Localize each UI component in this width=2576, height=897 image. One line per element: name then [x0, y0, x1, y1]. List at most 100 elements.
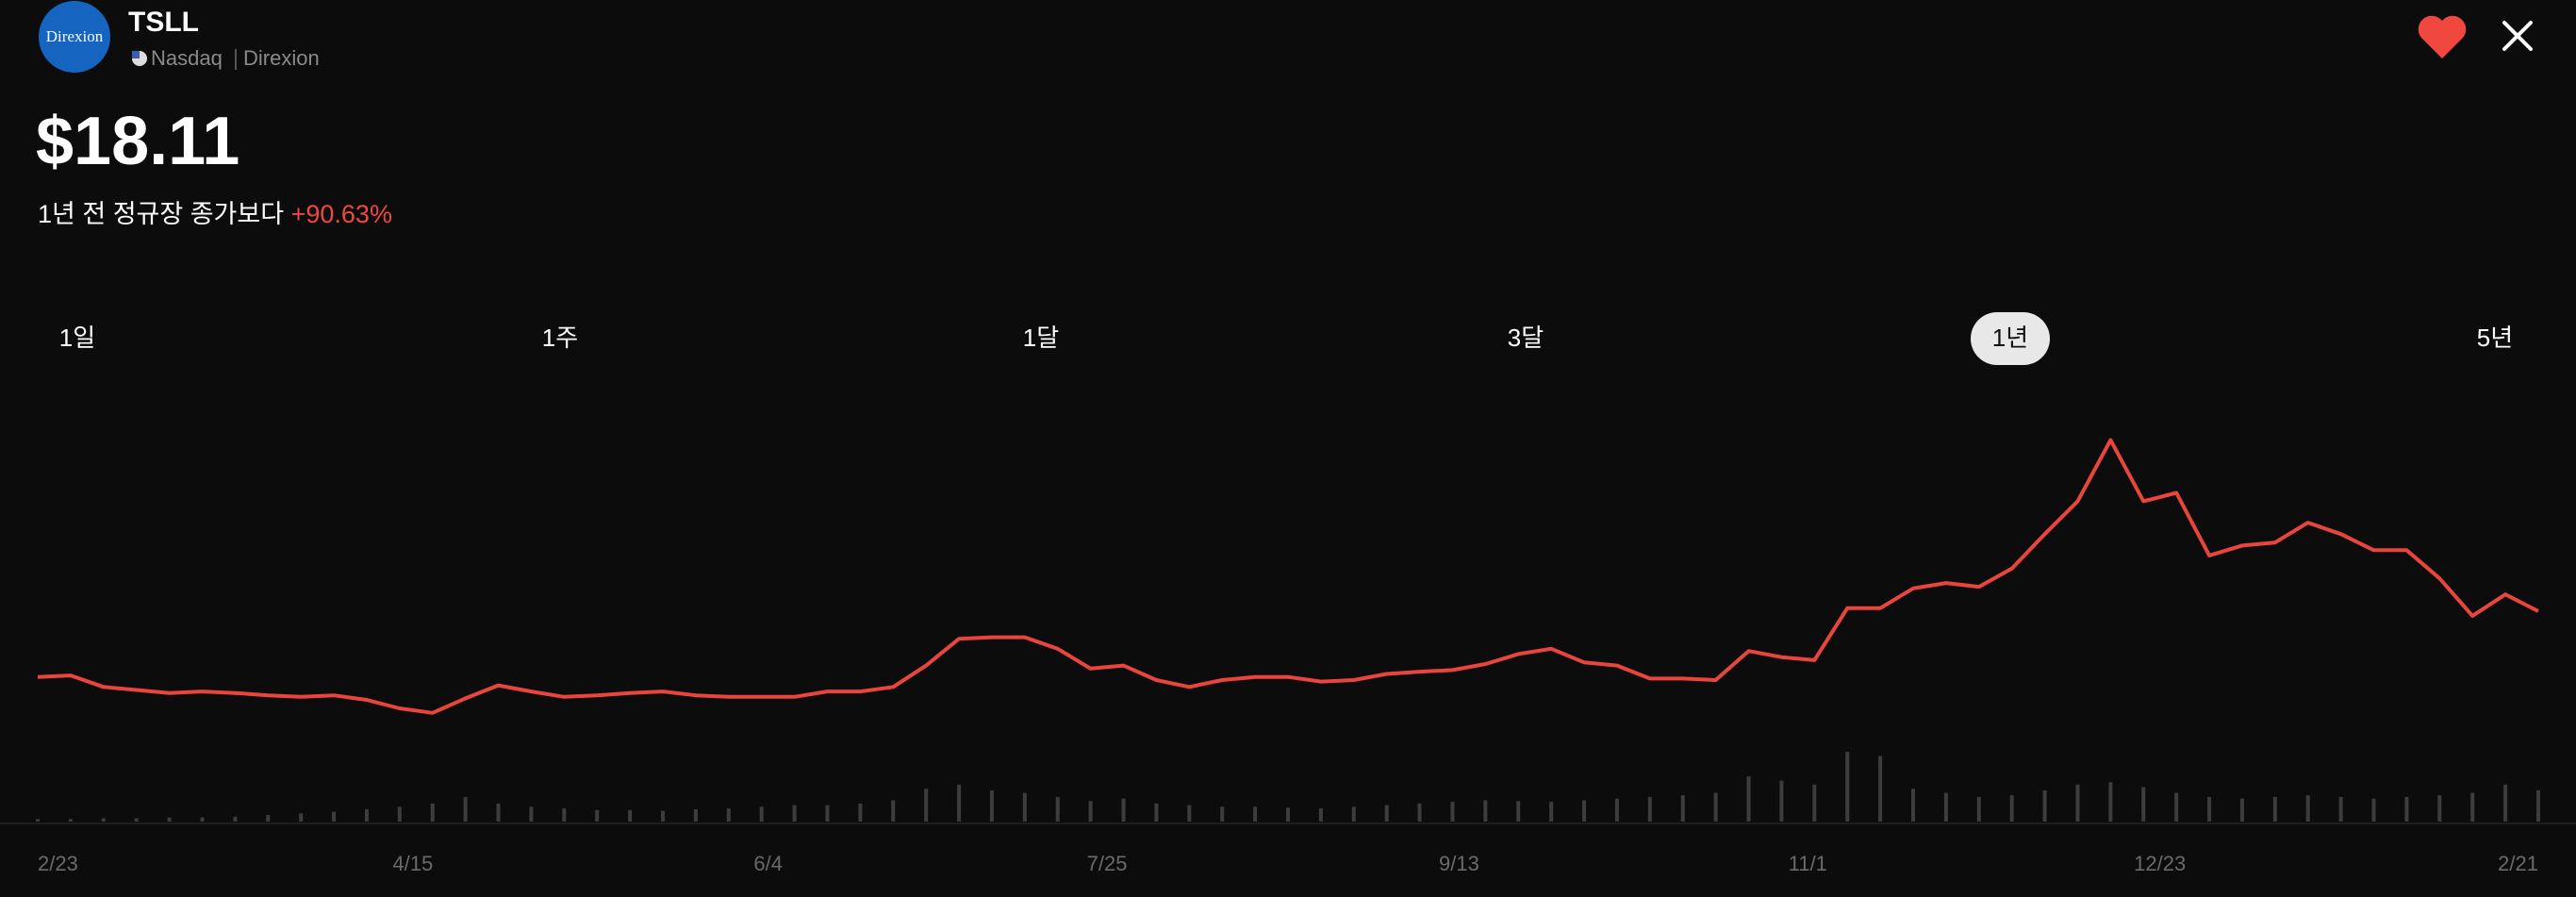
volume-bar — [1187, 805, 1192, 822]
volume-bar — [2338, 796, 2343, 822]
volume-bar — [661, 810, 665, 822]
volume-bar — [2305, 795, 2310, 822]
volume-bar — [2536, 789, 2540, 822]
volume-bar — [2141, 787, 2146, 822]
period-button[interactable]: 1달 — [1023, 324, 1059, 352]
period-button[interactable]: 1년 — [1992, 324, 2028, 352]
period-button[interactable]: 5년 — [2477, 324, 2513, 352]
volume-bar — [2503, 784, 2508, 822]
volume-bar — [463, 796, 468, 822]
volume-bar — [1713, 792, 1718, 822]
volume-bar — [1582, 800, 1587, 822]
volume-bar — [2272, 796, 2277, 822]
volume-bar — [1417, 803, 1422, 822]
volume-bar — [266, 815, 271, 822]
volume-bar — [1516, 801, 1521, 822]
volume-bar — [858, 803, 863, 822]
volume-bar — [1121, 798, 1126, 822]
volume-bar — [1220, 806, 1225, 822]
volume-bar — [1483, 800, 1488, 822]
volume-bar — [1253, 806, 1258, 822]
x-tick-label: 7/25 — [1087, 852, 1128, 875]
flag-canton — [132, 51, 140, 58]
change-text: 1년 전 정규장 종가보다 — [38, 200, 284, 228]
price-line — [37, 438, 2539, 715]
volume-bar — [2371, 798, 2376, 822]
period-button[interactable]: 1주 — [542, 324, 578, 352]
x-tick-label: 6/4 — [753, 852, 783, 875]
volume-bar — [1549, 802, 1554, 822]
volume-bar — [562, 808, 567, 822]
volume-bar — [101, 818, 106, 822]
volume-bar — [496, 803, 501, 822]
period-button[interactable]: 3달 — [1508, 324, 1544, 352]
volume-bar — [1812, 784, 1817, 822]
volume-bar — [1976, 796, 1981, 822]
volume-bar — [68, 819, 73, 822]
volume-bar — [1779, 780, 1784, 822]
change-summary: 1년 전 정규장 종가보다 +90.63% — [38, 200, 392, 228]
volume-bar — [1450, 802, 1455, 822]
volume-bar — [299, 813, 304, 822]
volume-bar — [2207, 796, 2212, 822]
volume-bar — [1746, 776, 1751, 822]
close-stroke[interactable] — [2502, 21, 2533, 51]
volume-bar — [726, 808, 731, 822]
volume-bar — [397, 806, 402, 822]
volume-bar — [595, 809, 600, 822]
x-tick-label: 9/13 — [1439, 852, 1479, 875]
volume-bar — [364, 808, 369, 822]
x-tick-label: 2/21 — [2498, 852, 2538, 875]
volume-bar — [430, 803, 435, 822]
exchange: Nasdaq — [151, 46, 223, 70]
volume-bar — [1022, 792, 1027, 822]
volume-bar — [1878, 756, 1883, 822]
volume-bar — [233, 816, 238, 822]
volume-bar — [134, 818, 139, 822]
volume-bar — [825, 805, 830, 822]
volume-bar — [2009, 795, 2014, 822]
volume-bar — [167, 817, 172, 822]
volume-bar — [2404, 796, 2409, 822]
change-value: +90.63% — [291, 200, 392, 228]
period-button[interactable]: 1일 — [59, 324, 95, 352]
volume-bar — [529, 806, 534, 822]
volume-bar — [1911, 789, 1915, 822]
x-tick-label: 2/23 — [38, 852, 78, 875]
volume-bar — [332, 811, 337, 822]
volume-bar — [1845, 752, 1850, 822]
volume-bar — [957, 784, 962, 822]
volume-bar — [1384, 805, 1389, 822]
volume-bar — [1351, 806, 1356, 822]
volume-bar — [1614, 798, 1619, 822]
volume-bar — [1055, 796, 1060, 822]
volume-bar — [2108, 782, 2113, 822]
volume-bar — [628, 809, 633, 822]
volume-bar — [200, 817, 205, 822]
logo-text: Direxion — [46, 27, 104, 45]
volume-bar — [792, 805, 797, 822]
x-tick-label: 4/15 — [392, 852, 433, 875]
volume-bar — [924, 789, 929, 822]
close-button[interactable] — [2502, 21, 2533, 51]
volume-bar — [2042, 789, 2047, 822]
volume-bar — [2075, 784, 2080, 822]
favorite-button[interactable] — [2418, 15, 2467, 58]
logo — [39, 1, 110, 73]
volume-bar — [2437, 795, 2442, 822]
volume-bar — [1154, 803, 1159, 822]
volume-bar — [2239, 798, 2244, 822]
volume-bar — [1286, 807, 1290, 822]
volume-bar — [1680, 795, 1685, 822]
period-pill[interactable] — [1971, 312, 2050, 365]
volume-bar — [1318, 808, 1323, 822]
volume-bar — [2470, 792, 2475, 822]
issuer: Direxion — [243, 46, 320, 70]
volume-bar — [759, 806, 764, 822]
volume-bar — [693, 808, 698, 822]
volume-bar — [1943, 792, 1948, 822]
volume-bar — [36, 819, 40, 822]
volume-bar — [1088, 801, 1093, 822]
